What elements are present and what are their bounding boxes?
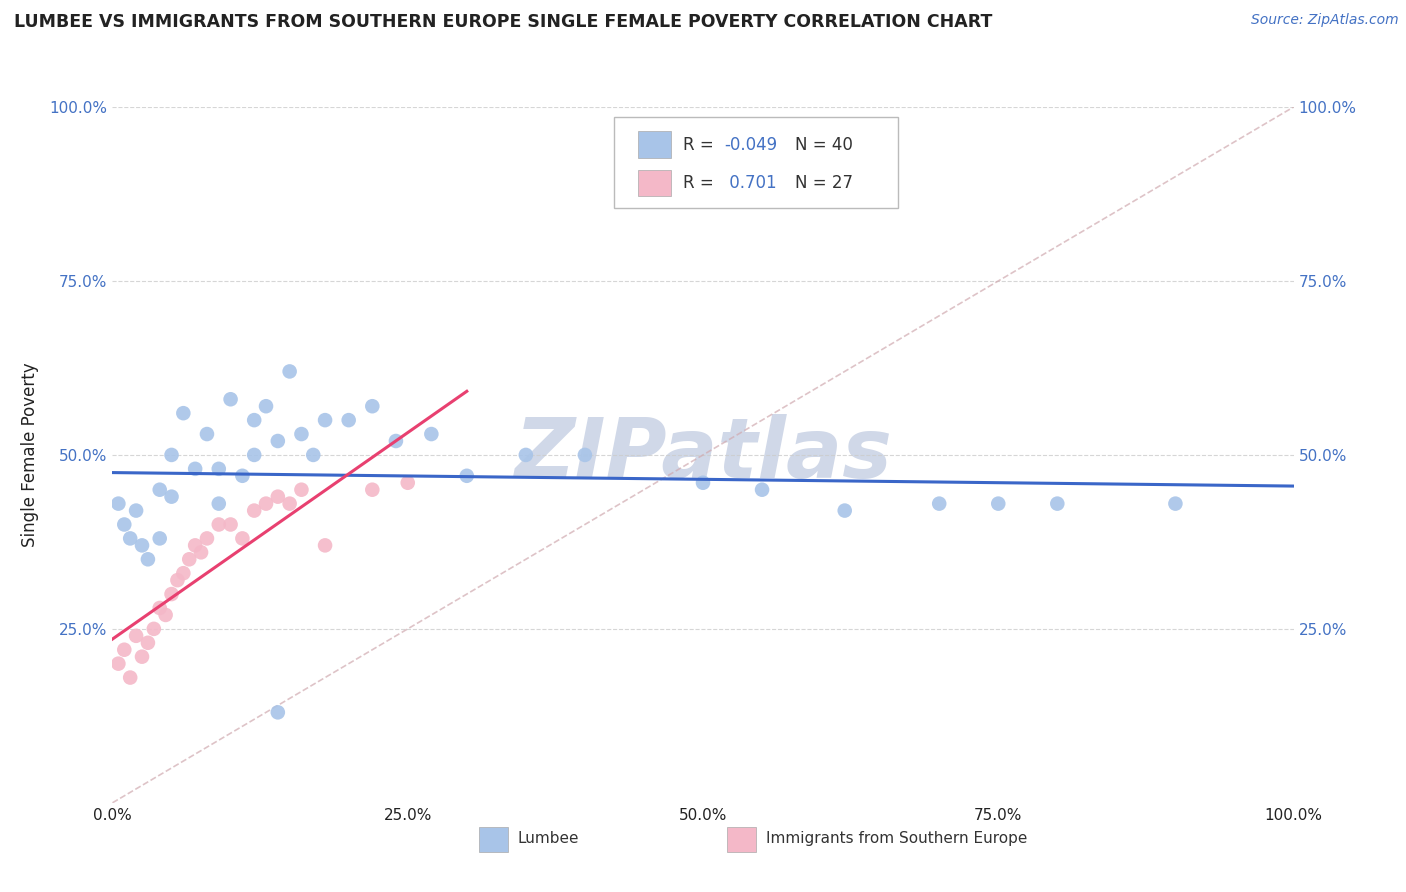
Point — [420, 427, 443, 442]
Point — [131, 649, 153, 664]
Point — [107, 497, 129, 511]
Point — [172, 566, 194, 581]
Point — [231, 468, 253, 483]
Point — [149, 483, 172, 497]
Point — [208, 462, 231, 476]
Point — [396, 475, 419, 490]
Text: N = 27: N = 27 — [796, 174, 853, 192]
Point — [337, 413, 360, 427]
Point — [149, 532, 172, 546]
Point — [278, 364, 301, 378]
Point — [149, 601, 172, 615]
Point — [107, 657, 129, 671]
Text: 0.701: 0.701 — [724, 174, 778, 192]
Point — [692, 475, 714, 490]
Point — [243, 413, 266, 427]
Point — [112, 642, 135, 657]
Point — [278, 497, 301, 511]
Text: -0.049: -0.049 — [724, 136, 778, 153]
Point — [125, 629, 148, 643]
Point — [290, 427, 312, 442]
Point — [136, 552, 159, 566]
Point — [166, 573, 188, 587]
Point — [302, 448, 325, 462]
Point — [120, 532, 142, 546]
Point — [136, 636, 159, 650]
Point — [254, 497, 277, 511]
Point — [219, 517, 242, 532]
Point — [112, 517, 135, 532]
Point — [219, 392, 242, 407]
Text: Source: ZipAtlas.com: Source: ZipAtlas.com — [1251, 13, 1399, 28]
Point — [184, 462, 207, 476]
Text: ZIPatlas: ZIPatlas — [515, 415, 891, 495]
Point — [267, 434, 290, 448]
Text: N = 40: N = 40 — [796, 136, 853, 153]
Text: Immigrants from Southern Europe: Immigrants from Southern Europe — [766, 831, 1026, 847]
Point — [751, 483, 773, 497]
Point — [195, 532, 218, 546]
Point — [456, 468, 478, 483]
Point — [254, 399, 277, 413]
Point — [314, 413, 336, 427]
Point — [361, 483, 384, 497]
Point — [184, 538, 207, 552]
Text: Lumbee: Lumbee — [517, 831, 579, 847]
Point — [574, 448, 596, 462]
Point — [195, 427, 218, 442]
FancyBboxPatch shape — [727, 827, 756, 852]
Point — [987, 497, 1010, 511]
Point — [179, 552, 201, 566]
Point — [290, 483, 312, 497]
Point — [208, 497, 231, 511]
Point — [267, 490, 290, 504]
Point — [243, 503, 266, 517]
Point — [160, 490, 183, 504]
FancyBboxPatch shape — [614, 118, 898, 208]
Point — [243, 448, 266, 462]
Point — [120, 671, 142, 685]
Point — [160, 448, 183, 462]
Point — [160, 587, 183, 601]
Point — [131, 538, 153, 552]
Point — [125, 503, 148, 517]
Point — [231, 532, 253, 546]
Point — [361, 399, 384, 413]
Point — [314, 538, 336, 552]
Point — [1046, 497, 1069, 511]
Y-axis label: Single Female Poverty: Single Female Poverty — [21, 363, 38, 547]
Point — [155, 607, 177, 622]
Point — [172, 406, 194, 420]
Point — [834, 503, 856, 517]
Point — [267, 706, 290, 720]
FancyBboxPatch shape — [638, 131, 671, 158]
Point — [928, 497, 950, 511]
Point — [515, 448, 537, 462]
FancyBboxPatch shape — [638, 169, 671, 196]
Text: R =: R = — [683, 136, 714, 153]
Point — [385, 434, 408, 448]
FancyBboxPatch shape — [478, 827, 508, 852]
Point — [142, 622, 165, 636]
Text: R =: R = — [683, 174, 714, 192]
Point — [208, 517, 231, 532]
Point — [1164, 497, 1187, 511]
Point — [190, 545, 212, 559]
Text: LUMBEE VS IMMIGRANTS FROM SOUTHERN EUROPE SINGLE FEMALE POVERTY CORRELATION CHAR: LUMBEE VS IMMIGRANTS FROM SOUTHERN EUROP… — [14, 13, 993, 31]
